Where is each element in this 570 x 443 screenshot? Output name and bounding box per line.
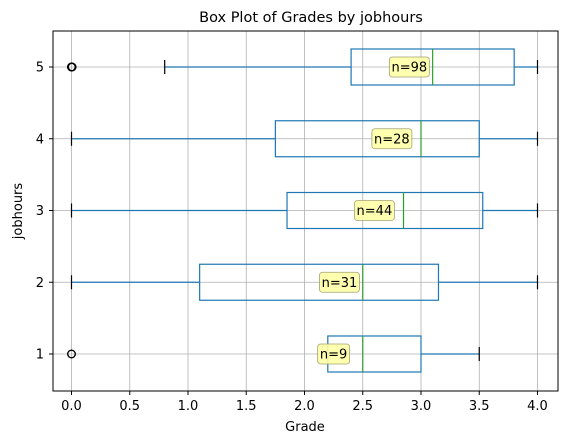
iqr-box: [286, 191, 484, 230]
iqr-box: [199, 263, 440, 301]
count-annotation-box: [317, 343, 351, 365]
x-tick-label: 4.0: [527, 399, 548, 414]
y-tick-label: 2: [36, 276, 44, 291]
x-tick-label: 3.5: [469, 399, 490, 414]
count-annotation-label: n=98: [392, 61, 428, 76]
count-annotation-label: n=28: [374, 132, 410, 147]
y-tick-label: 1: [36, 348, 44, 363]
annotation-layer: n=9 n=31 n=44 n=28 n=98: [317, 56, 430, 365]
count-annotation-label: n=31: [322, 276, 358, 291]
y-axis-label: jobhours: [11, 183, 26, 241]
y-tick-layer: 1 2 3 4 5: [36, 61, 53, 363]
count-annotation-label: n=9: [320, 348, 347, 363]
box-layer: [66, 48, 539, 373]
count-annotation-box: [388, 56, 430, 78]
box-group-2: [70, 263, 539, 301]
y-tick-label: 3: [36, 204, 44, 219]
count-annotation-box: [319, 271, 360, 293]
box-group-4: [70, 120, 539, 158]
x-tick-label: 0.5: [119, 399, 140, 414]
x-tick-label: 2.5: [352, 399, 373, 414]
outlier-point: [66, 62, 76, 72]
chart-title: Box Plot of Grades by jobhours: [199, 10, 423, 26]
x-tick-label: 2.0: [294, 399, 315, 414]
box-group-3: [70, 191, 539, 230]
box-group-5: [66, 48, 539, 86]
count-annotation-box: [353, 200, 395, 221]
x-tick-label: 1.5: [236, 399, 257, 414]
iqr-box: [274, 120, 480, 158]
box-group-1: [66, 335, 480, 373]
x-tick-label: 1.0: [178, 399, 199, 414]
y-tick-label: 4: [36, 132, 44, 147]
x-tick-label: 0.0: [61, 399, 82, 414]
x-tick-layer: 0.0 0.5 1.0 1.5 2.0 2.5 3.0 3.5 4.0: [61, 391, 548, 414]
count-annotation-box: [371, 128, 413, 150]
outlier-point: [66, 349, 76, 359]
x-axis-label: Grade: [285, 420, 325, 435]
y-tick-label: 5: [36, 61, 44, 76]
x-tick-label: 3.0: [411, 399, 432, 414]
count-annotation-label: n=44: [357, 204, 393, 219]
